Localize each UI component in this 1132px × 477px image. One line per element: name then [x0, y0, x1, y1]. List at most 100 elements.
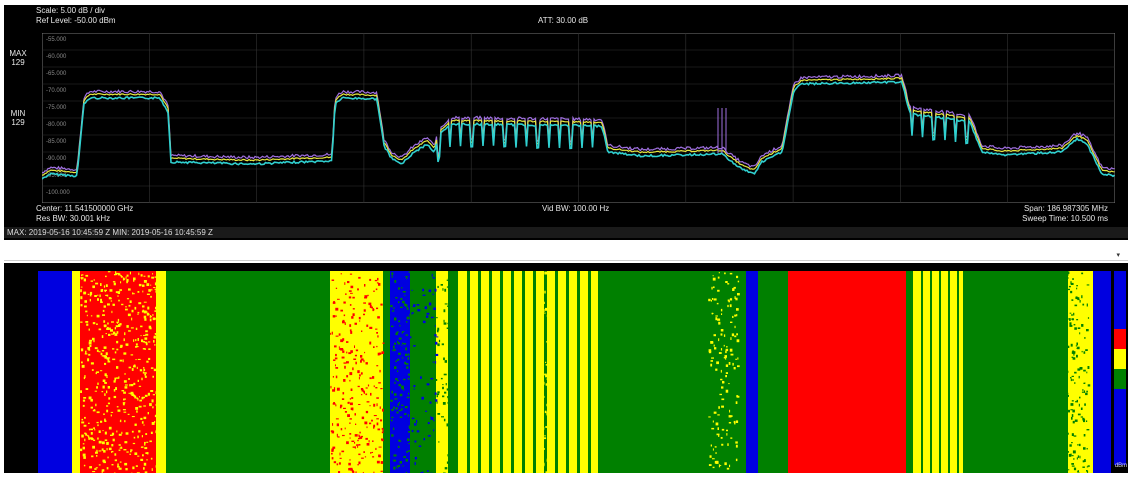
waterfall-speckle [121, 303, 124, 306]
waterfall-speckle [353, 358, 357, 360]
waterfall-gap [921, 271, 923, 473]
waterfall-speckle [420, 472, 423, 473]
waterfall-speckle [129, 384, 131, 387]
waterfall-speckle [354, 434, 358, 437]
waterfall-speckle [335, 375, 338, 379]
waterfall-speckle [81, 418, 84, 421]
waterfall-speckle [106, 409, 109, 413]
waterfall-speckle [98, 351, 101, 353]
waterfall-speckle [1066, 432, 1069, 435]
waterfall-speckle [146, 293, 150, 295]
chevron-down-icon[interactable]: ▾ [1116, 252, 1120, 259]
waterfall-speckle [148, 289, 151, 292]
waterfall-speckle [125, 276, 127, 279]
spectrum-panel[interactable]: Scale: 5.00 dB / div Ref Level: -50.00 d… [4, 5, 1128, 240]
waterfall-speckle [732, 288, 735, 291]
waterfall-speckle [344, 322, 346, 325]
waterfall-speckle [118, 299, 120, 302]
waterfall-speckle [1077, 470, 1079, 473]
waterfall-speckle [110, 297, 112, 300]
waterfall-speckle [375, 447, 377, 450]
waterfall-speckle [551, 423, 555, 426]
waterfall-speckle [107, 322, 109, 325]
waterfall-speckle [92, 337, 95, 341]
waterfall-speckle [391, 275, 393, 278]
waterfall-speckle [1084, 337, 1086, 339]
waterfall-speckle [115, 377, 119, 379]
waterfall-speckle [146, 441, 149, 443]
panel-separator[interactable]: ▾ [4, 250, 1128, 261]
waterfall-speckle [366, 426, 368, 429]
waterfall-speckle [391, 416, 394, 419]
spectrum-plot[interactable]: -55.000 -60.000 -65.000 -70.000 -75.000 -80.0… [42, 33, 1115, 203]
waterfall-speckle [144, 441, 146, 444]
waterfall-speckle [105, 284, 108, 287]
waterfall-speckle [1070, 453, 1072, 455]
waterfall-band [448, 271, 458, 473]
waterfall-speckle [1067, 273, 1069, 276]
waterfall-speckle [123, 449, 127, 451]
waterfall-speckle [131, 368, 134, 371]
waterfall-speckle [81, 361, 83, 364]
waterfall-speckle [380, 419, 383, 422]
waterfall-speckle [92, 445, 95, 449]
waterfall-speckle [369, 377, 372, 380]
waterfall-speckle [732, 362, 734, 366]
waterfall-speckle [376, 345, 378, 348]
waterfall-speckle [719, 393, 722, 396]
waterfall-speckle [393, 459, 396, 462]
waterfall-speckle [129, 300, 132, 303]
waterfall-speckle [126, 274, 129, 277]
waterfall-speckle [151, 468, 153, 471]
waterfall-speckle [391, 272, 394, 276]
waterfall-speckle [1071, 433, 1074, 436]
waterfall-speckle [1083, 390, 1086, 393]
waterfall-speckle [394, 317, 397, 321]
waterfall-speckle [373, 403, 376, 407]
waterfall-speckle [361, 388, 364, 392]
waterfall-speckle [1071, 414, 1074, 417]
waterfall-speckle [1085, 349, 1088, 351]
waterfall-speckle [364, 297, 367, 299]
waterfall-speckle [1068, 318, 1070, 320]
waterfall-speckle [84, 305, 87, 308]
waterfall-speckle [101, 355, 104, 357]
waterfall-speckle [437, 327, 440, 331]
waterfall-speckle [87, 434, 89, 437]
waterfall-speckle [104, 362, 107, 365]
waterfall-speckle [101, 448, 104, 451]
waterfall-speckle [113, 331, 116, 334]
waterfall-speckle [101, 391, 104, 393]
waterfall-panel[interactable]: dBm [4, 263, 1128, 473]
waterfall-speckle [1070, 290, 1073, 294]
waterfall-speckle [104, 290, 106, 293]
waterfall-speckle [378, 446, 382, 448]
waterfall-speckle [1077, 413, 1081, 416]
waterfall-speckle [115, 271, 117, 274]
waterfall-speckle [1073, 312, 1075, 316]
waterfall-speckle [549, 317, 551, 320]
waterfall-gap [522, 271, 525, 473]
waterfall-speckle [84, 375, 86, 379]
waterfall-speckle [93, 427, 95, 429]
waterfall-speckle [143, 424, 145, 426]
waterfall-speckle [88, 437, 91, 440]
waterfall-speckle [346, 375, 349, 378]
waterfall-speckle [545, 364, 548, 366]
waterfall-speckle [80, 321, 83, 323]
waterfall-speckle [737, 365, 740, 368]
waterfall-speckle [104, 393, 106, 396]
waterfall-display[interactable] [38, 271, 1111, 473]
waterfall-speckle [95, 372, 97, 375]
waterfall-speckle [725, 389, 729, 393]
waterfall-speckle [366, 324, 369, 327]
waterfall-speckle [141, 435, 143, 438]
waterfall-speckle [82, 443, 85, 445]
waterfall-speckle [447, 401, 451, 404]
waterfall-speckle [90, 406, 93, 409]
waterfall-speckle [1081, 324, 1084, 327]
waterfall-speckle [128, 304, 131, 307]
waterfall-speckle [346, 351, 348, 354]
colorbar-blue-bottom [1114, 389, 1126, 465]
waterfall-speckle [111, 464, 114, 466]
